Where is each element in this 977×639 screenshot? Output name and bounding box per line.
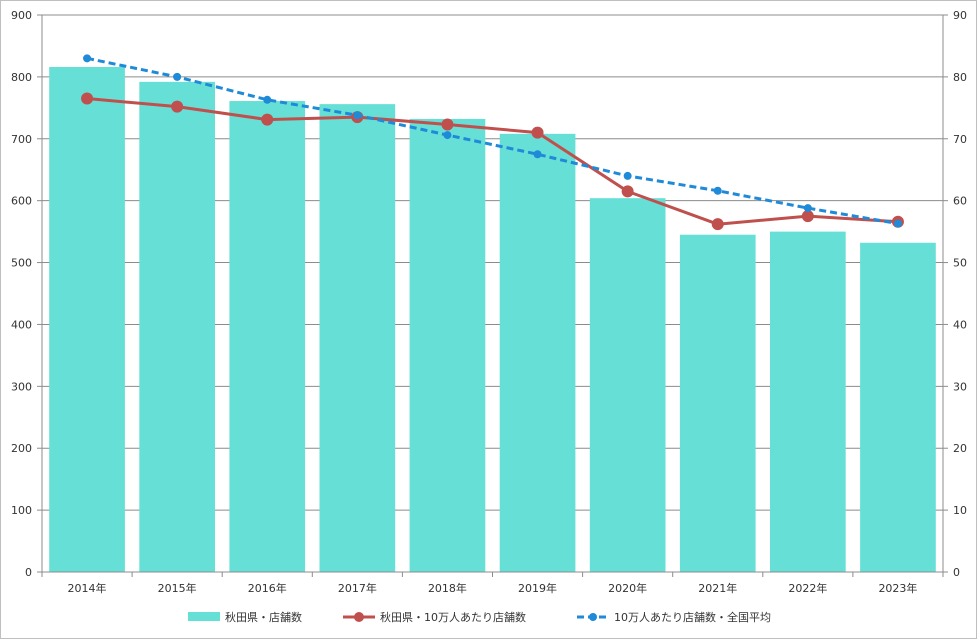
- legend-marker: [354, 612, 364, 622]
- right-axis-tick-label: 60: [953, 195, 967, 208]
- series-point: [81, 92, 94, 105]
- series-line: [86, 97, 899, 226]
- x-axis-tick-label: 2019年: [518, 581, 557, 595]
- series-point: [711, 218, 724, 231]
- left-axis-tick-label: 0: [25, 566, 32, 579]
- series-point: [441, 118, 454, 131]
- tick-labels: 0 100 200 300 400 500 600 700 800 900 0 10 20 30 40 50 6…: [11, 9, 967, 595]
- right-axis-tick-label: 80: [953, 71, 967, 84]
- series-point: [171, 100, 184, 113]
- left-axis-tick-label: 600: [11, 195, 32, 208]
- left-axis-tick-label: 200: [11, 442, 32, 455]
- bar: [409, 118, 486, 573]
- bar-series: [49, 66, 936, 573]
- series-point: [263, 95, 272, 104]
- bar: [679, 234, 756, 572]
- series-point: [531, 126, 544, 139]
- series-point: [803, 204, 812, 213]
- legend-label: 秋田県・10万人あたり店舗数: [380, 610, 526, 624]
- left-axis-tick-label: 800: [11, 71, 32, 84]
- line-series: [81, 54, 904, 231]
- series-point: [173, 72, 182, 81]
- bar: [860, 242, 936, 573]
- axes: [37, 14, 948, 577]
- x-axis-tick-label: 2022年: [788, 581, 827, 595]
- series-line: [86, 56, 899, 226]
- series-point: [623, 171, 632, 180]
- bar: [770, 231, 846, 572]
- right-axis-tick-label: 30: [953, 380, 967, 393]
- bar: [319, 104, 396, 573]
- series-point: [713, 186, 722, 195]
- right-axis-tick-label: 40: [953, 318, 967, 331]
- x-axis-tick-label: 2017年: [338, 581, 377, 595]
- bar: [499, 133, 576, 572]
- x-axis-tick-label: 2023年: [878, 581, 917, 595]
- bar: [229, 101, 306, 572]
- x-axis-tick-label: 2016年: [248, 581, 287, 595]
- left-axis-tick-label: 300: [11, 380, 32, 393]
- series-point: [261, 113, 274, 126]
- left-axis-tick-label: 100: [11, 504, 32, 517]
- right-axis-tick-label: 20: [953, 442, 967, 455]
- x-axis-tick-label: 2014年: [68, 581, 107, 595]
- series-point: [533, 150, 542, 159]
- legend-label: 秋田県・店舗数: [225, 610, 302, 624]
- bar: [49, 66, 125, 572]
- right-axis-tick-label: 50: [953, 257, 967, 270]
- series-point: [801, 210, 814, 223]
- legend-label: 10万人あたり店舗数・全国平均: [614, 610, 771, 624]
- right-axis-tick-label: 10: [953, 504, 967, 517]
- left-axis-tick-label: 500: [11, 257, 32, 270]
- legend-swatch: [188, 612, 220, 621]
- left-axis-tick-label: 400: [11, 318, 32, 331]
- x-axis-tick-label: 2018年: [428, 581, 467, 595]
- series-point: [353, 111, 362, 120]
- series-point: [621, 185, 634, 198]
- right-axis-tick-label: 0: [953, 566, 960, 579]
- right-axis-tick-label: 90: [953, 9, 967, 22]
- series-point: [893, 219, 902, 228]
- legend-marker: [589, 613, 597, 621]
- left-axis-tick-label: 900: [11, 9, 32, 22]
- legend: 秋田県・店舗数 秋田県・10万人あたり店舗数 10万人あたり店舗数・全国平均: [188, 610, 771, 624]
- right-axis-tick-label: 70: [953, 133, 967, 146]
- series-point: [83, 54, 92, 63]
- bar: [589, 198, 666, 573]
- x-axis-tick-label: 2015年: [158, 581, 197, 595]
- x-axis-tick-label: 2021年: [698, 581, 737, 595]
- left-axis-tick-label: 700: [11, 133, 32, 146]
- x-axis-tick-label: 2020年: [608, 581, 647, 595]
- bar: [139, 81, 215, 572]
- series-point: [443, 131, 452, 140]
